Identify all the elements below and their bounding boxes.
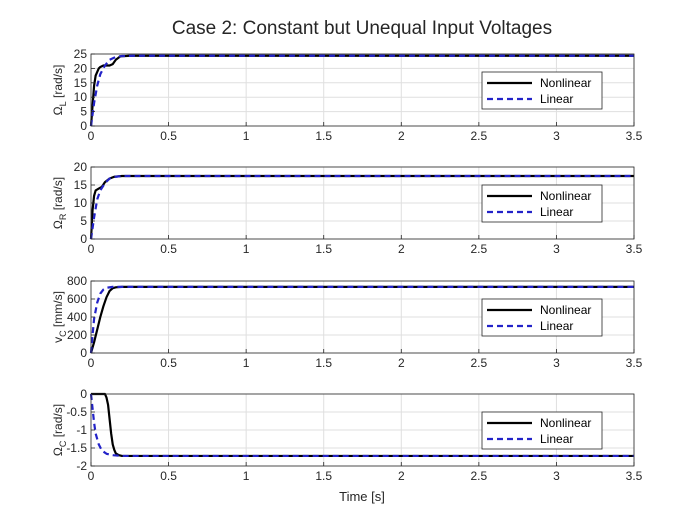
x-tick-label: 0 — [88, 129, 95, 143]
y-tick-label: 400 — [67, 310, 87, 324]
legend-box — [481, 298, 603, 337]
y-tick-label: -1 — [76, 423, 87, 437]
series-line-linear — [89, 393, 634, 458]
y-tick-label: -2 — [76, 459, 87, 473]
legend-label-nonlinear: Nonlinear — [540, 416, 591, 430]
legend-label-nonlinear: Nonlinear — [540, 189, 591, 203]
x-tick-label: 0.5 — [160, 129, 177, 143]
series-line-linear — [89, 174, 634, 240]
x-tick-label: 0.5 — [160, 242, 177, 256]
y-tick-label: 0 — [80, 119, 87, 133]
x-axis-label: Time [s] — [339, 489, 385, 504]
legend-label-nonlinear: Nonlinear — [540, 76, 591, 90]
x-tick-label: 2 — [398, 356, 405, 370]
legend-box — [481, 71, 603, 110]
x-tick-label: 0 — [88, 469, 95, 483]
legend-label-linear: Linear — [540, 92, 573, 106]
y-axis-label: ΩR [rad/s] — [51, 177, 68, 229]
x-tick-label: 0 — [88, 242, 95, 256]
x-tick-label: 2 — [398, 469, 405, 483]
y-tick-label: 10 — [74, 196, 88, 210]
y-tick-label: 20 — [74, 160, 88, 174]
y-tick-label: 800 — [67, 274, 87, 288]
x-tick-label: 3.5 — [626, 129, 643, 143]
y-axis-label: ΩC [rad/s] — [51, 404, 68, 456]
y-tick-label: 20 — [74, 61, 88, 75]
x-tick-label: 3 — [553, 242, 560, 256]
x-tick-label: 1.5 — [315, 356, 332, 370]
y-tick-label: -0.5 — [66, 405, 87, 419]
series-line-linear — [89, 54, 634, 127]
x-tick-label: 1 — [243, 356, 250, 370]
y-tick-label: 600 — [67, 292, 87, 306]
legend-label-nonlinear: Nonlinear — [540, 303, 591, 317]
y-tick-label: -1.5 — [66, 441, 87, 455]
x-tick-label: 2.5 — [471, 129, 488, 143]
x-tick-label: 3.5 — [626, 469, 643, 483]
x-tick-label: 3 — [553, 129, 560, 143]
series-line-linear — [89, 285, 634, 354]
legend: Nonlinear Linear — [481, 184, 603, 223]
legend-box — [481, 411, 603, 450]
legend-box — [481, 184, 603, 223]
y-tick-label: 5 — [80, 214, 87, 228]
x-tick-label: 0 — [88, 356, 95, 370]
y-tick-label: 5 — [80, 105, 87, 119]
x-tick-label: 1 — [243, 469, 250, 483]
x-tick-label: 1.5 — [315, 242, 332, 256]
legend: Nonlinear Linear — [481, 411, 603, 450]
x-tick-label: 1.5 — [315, 469, 332, 483]
y-tick-label: 10 — [74, 90, 88, 104]
y-tick-label: 0 — [80, 387, 87, 401]
legend: Nonlinear Linear — [481, 71, 603, 110]
y-axis-label: vC [mm/s] — [51, 291, 68, 343]
x-tick-label: 2 — [398, 242, 405, 256]
x-tick-label: 3 — [553, 469, 560, 483]
axes-box — [90, 53, 635, 127]
y-tick-label: 0 — [80, 346, 87, 360]
x-tick-label: 3 — [553, 356, 560, 370]
subplot-4: 0 0.5 1 1.5 2 2.5 3 3.5 -2 -1.5 -1 -0.5 0 ΩC [rad/s] N… — [51, 387, 643, 483]
y-tick-label: 200 — [67, 328, 87, 342]
x-tick-label: 2.5 — [471, 242, 488, 256]
x-tick-label: 1.5 — [315, 129, 332, 143]
y-tick-label: 15 — [74, 76, 88, 90]
y-tick-label: 0 — [80, 232, 87, 246]
x-tick-label: 2 — [398, 129, 405, 143]
legend: Nonlinear Linear — [481, 298, 603, 337]
x-tick-label: 3.5 — [626, 242, 643, 256]
x-tick-label: 1 — [243, 242, 250, 256]
x-tick-label: 0.5 — [160, 356, 177, 370]
figure-title: Case 2: Constant but Unequal Input Volta… — [172, 18, 552, 39]
x-tick-label: 2.5 — [471, 356, 488, 370]
x-tick-label: 2.5 — [471, 469, 488, 483]
x-tick-label: 0.5 — [160, 469, 177, 483]
legend-label-linear: Linear — [540, 319, 573, 333]
legend-label-linear: Linear — [540, 432, 573, 446]
y-tick-label: 15 — [74, 178, 88, 192]
x-tick-label: 1 — [243, 129, 250, 143]
series-line-nonlinear — [91, 392, 634, 458]
legend-label-linear: Linear — [540, 205, 573, 219]
x-tick-label: 3.5 — [626, 356, 643, 370]
y-axis-label: ΩL [rad/s] — [51, 65, 68, 116]
y-tick-label: 25 — [74, 47, 88, 61]
